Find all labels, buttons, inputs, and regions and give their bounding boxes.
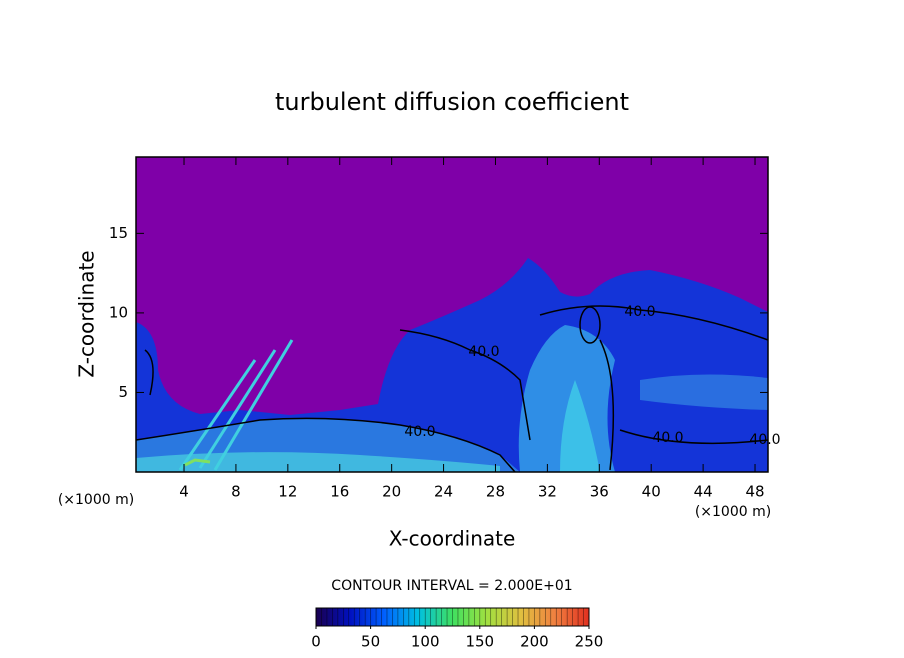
x-tick-label: 4 (179, 483, 189, 501)
contour-interval: CONTOUR INTERVAL = 2.000E+01 (331, 578, 572, 594)
contour-line (599, 339, 615, 471)
x-tick-label: 48 (745, 483, 764, 501)
colorbar-tick-label: 50 (361, 633, 380, 651)
streak (213, 339, 294, 471)
x-tick-label: 24 (434, 483, 453, 501)
y-tick-label: 5 (118, 383, 128, 401)
streak (184, 458, 211, 467)
colorbar-tick-label: 200 (520, 633, 549, 651)
contour-line (399, 329, 531, 441)
x-axis-label: X-coordinate (389, 527, 516, 551)
contour-line (579, 306, 601, 344)
colorbar-tick-label: 150 (465, 633, 494, 651)
streaks (178, 339, 294, 471)
contour-line (144, 349, 154, 396)
x-tick-label: 28 (486, 483, 505, 501)
contour-line (136, 417, 516, 472)
field (136, 258, 768, 472)
y-axis-label: Z-coordinate (75, 250, 99, 377)
y-tick-label: 15 (109, 224, 128, 242)
y-tick-label: 10 (109, 303, 128, 321)
colorbar-tick-label: 250 (575, 633, 604, 651)
x-tick-label: 36 (590, 483, 609, 501)
plot-frame (135, 156, 769, 473)
x-tick-label: 40 (642, 483, 661, 501)
contour-label: 40.0 (404, 424, 435, 440)
colorbar-tick-label: 0 (311, 633, 321, 651)
contour-label: 40.0 (652, 430, 683, 446)
contour-lines (136, 305, 768, 472)
x-tick-label: 32 (538, 483, 557, 501)
streak (198, 349, 277, 469)
contour-label: 40.0 (468, 344, 499, 360)
x-tick-label: 12 (278, 483, 297, 501)
field-region (560, 380, 600, 472)
streak (178, 359, 257, 471)
field-region (640, 374, 768, 410)
x-unit-label: (×1000 m) (695, 504, 771, 520)
x-unit-label: (×1000 m) (58, 492, 134, 508)
field-region (136, 452, 500, 472)
contour-label: 40.0 (749, 432, 780, 448)
contour-label: 40.0 (624, 304, 655, 320)
x-tick-label: 20 (382, 483, 401, 501)
colorbar-tick-label: 100 (411, 633, 440, 651)
x-tick-label: 8 (231, 483, 241, 501)
contour-line (539, 305, 768, 341)
x-tick-label: 16 (330, 483, 349, 501)
x-tick-label: 44 (694, 483, 713, 501)
chart-title: turbulent diffusion coefficient (275, 88, 629, 116)
contour-line (619, 429, 768, 445)
